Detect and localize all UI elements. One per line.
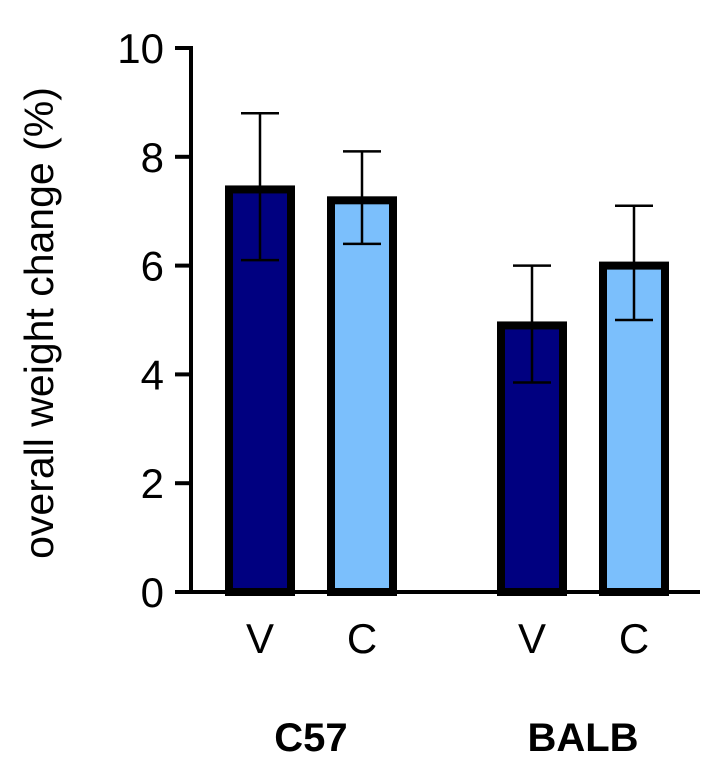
group-labels: C57 BALB	[274, 716, 638, 760]
category-label: C	[619, 615, 649, 662]
group-label: C57	[274, 716, 347, 760]
y-tick-label: 8	[141, 134, 164, 181]
category-label: V	[246, 615, 274, 662]
y-axis-title: overall weight change (%)	[16, 87, 62, 559]
bars	[225, 112, 669, 596]
category-label: V	[518, 615, 546, 662]
y-tick-label: 0	[141, 569, 164, 616]
y-tick-label: 10	[117, 25, 164, 72]
y-axis-ticks: 0 2 4 6 8 10	[117, 25, 191, 616]
y-tick-label: 6	[141, 243, 164, 290]
y-tick-label: 2	[141, 460, 164, 507]
group-label: BALB	[527, 716, 638, 760]
bar-c57-c	[327, 196, 397, 596]
y-tick-label: 4	[141, 351, 164, 398]
category-label: C	[347, 615, 377, 662]
